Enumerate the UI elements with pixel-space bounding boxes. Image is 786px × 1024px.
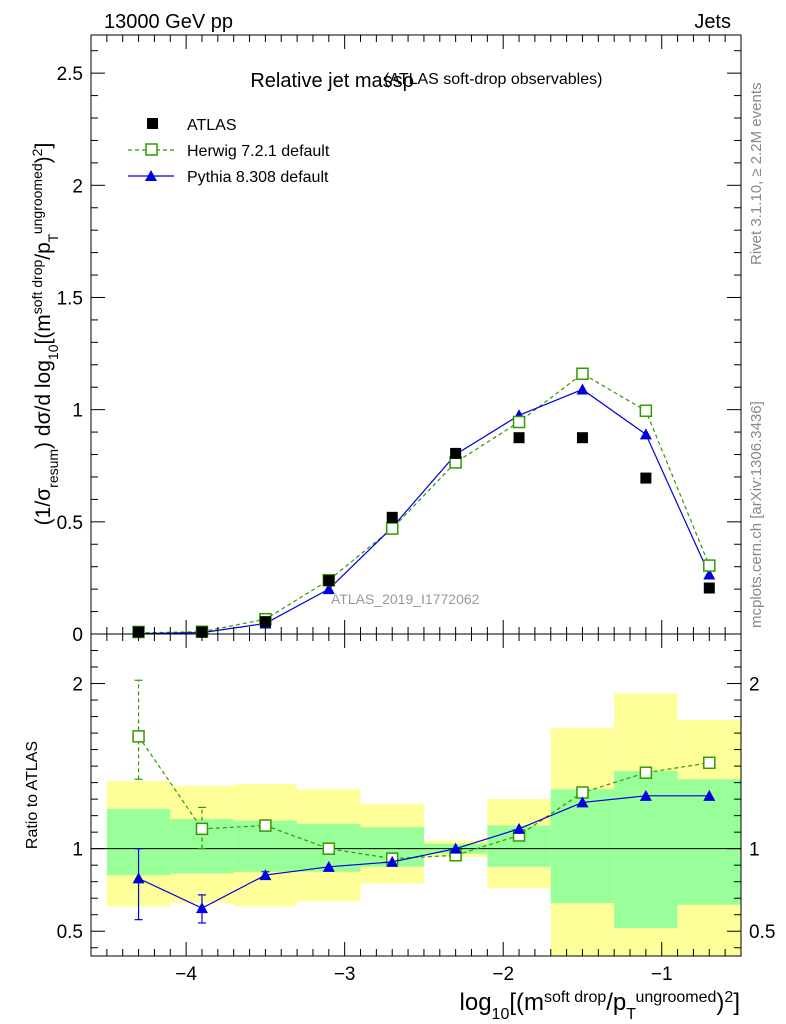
x-tick-label: −2 (492, 964, 514, 985)
main-point-s0-2 (259, 616, 271, 628)
ratio-ytick-label-right: 0.5 (749, 922, 775, 943)
ratio-ytick-label-left: 1 (72, 840, 83, 861)
ratio-point-s1-9 (703, 789, 716, 801)
legend-atlas-marker (147, 118, 158, 129)
main-point-s2-3 (322, 583, 335, 595)
main-point-s0-8 (640, 472, 652, 484)
ratio-point-s1-0 (132, 872, 145, 884)
chart-subtitle: (ATLAS soft-drop observables) (384, 71, 602, 88)
main-point-s0-3 (323, 575, 335, 587)
ratio-band-green (550, 789, 615, 904)
main-point-s0-9 (703, 582, 715, 594)
ratio-point-s0-9 (703, 756, 716, 770)
ratio-point-s1-7 (576, 796, 589, 808)
main-line-1 (138, 373, 710, 634)
main-ytick-label: 0.5 (57, 513, 83, 534)
x-tick-label: −1 (651, 964, 673, 985)
ratio-point-s1-5 (449, 842, 462, 854)
chart-title: Relative jet massρ (250, 70, 414, 92)
mcplots-label: mcplots.cern.ch [arXiv:1306.3436] (748, 401, 765, 628)
ratio-point-s0-0 (132, 730, 145, 743)
header-right: Jets (694, 11, 731, 33)
main-ytick-label: 2 (72, 176, 83, 197)
ratio-ytick-label-left: 0.5 (57, 922, 83, 943)
x-tick-label: −3 (334, 964, 356, 985)
ratio-point-s1-2 (259, 869, 272, 881)
ratio-point-s1-3 (322, 860, 335, 872)
ratio-point-s0-1 (195, 822, 209, 836)
ratio-point-s1-1 (195, 902, 208, 914)
x-tick-label: −4 (175, 964, 197, 985)
main-ytick-label: 0 (72, 625, 83, 646)
ratio-point-s1-8 (639, 789, 652, 801)
main-ytick-label: 1.5 (57, 288, 83, 309)
legend-herwig-label: Herwig 7.2.1 default (187, 143, 330, 160)
legend-atlas-label: ATLAS (187, 117, 237, 134)
main-point-s1-7 (576, 367, 589, 381)
legend-pythia-marker (145, 170, 157, 181)
main-point-s2-8 (639, 428, 652, 440)
legend-pythia-label: Pythia 8.308 default (187, 169, 329, 186)
main-point-s0-4 (386, 511, 398, 523)
ratio-point-s0-3 (322, 842, 336, 855)
main-point-s1-8 (639, 404, 653, 418)
analysis-watermark: ATLAS_2019_I1772062 (331, 591, 480, 607)
ratio-point-s1-4 (386, 855, 399, 867)
ratio-ytick-label-right: 2 (749, 675, 760, 696)
x-axis-label: log10[(msoft drop/pTungroomed)2] (460, 989, 740, 1023)
main-ylabel: (1/σresum) dσ/d log10[(msoft drop/pTungr… (29, 143, 61, 526)
rivet-label: Rivet 3.1.10, ≥ 2.2M events (748, 83, 765, 266)
ratio-ytick-label-left: 2 (72, 675, 83, 696)
main-ytick-label: 1 (72, 401, 83, 422)
ratio-line-0 (138, 736, 710, 860)
legend-herwig-marker (145, 143, 158, 156)
ratio-ylabel: Ratio to ATLAS (24, 741, 41, 849)
ratio-point-s0-8 (639, 766, 653, 779)
ratio-panel: 0.5 0.5 1 1 2 2 −4 −3 −2 −1 Ratio to ATLAS log10… (24, 633, 775, 1023)
main-point-s2-7 (576, 383, 589, 395)
ratio-ytick-label-right: 1 (749, 840, 760, 861)
ratio-frame (90, 633, 742, 957)
ratio-point-s1-6 (513, 822, 526, 834)
main-panel: 0 0.5 1 1.5 2 2.5 Relative jet massρ (ATLAS s… (29, 34, 742, 646)
main-point-s1-9 (703, 559, 716, 572)
header-left: 13000 GeV pp (104, 11, 233, 33)
main-point-s1-4 (385, 522, 399, 535)
main-point-s0-7 (576, 432, 588, 444)
main-ytick-label: 2.5 (57, 64, 83, 85)
main-point-s2-9 (703, 568, 716, 580)
legend: ATLAS Herwig 7.2.1 default Pythia 8.308 … (128, 117, 330, 186)
main-point-s0-5 (450, 447, 462, 459)
ratio-point-s0-2 (259, 819, 272, 832)
ratio-point-s0-7 (576, 786, 589, 799)
main-point-s1-6 (512, 415, 526, 429)
ratio-line-1 (138, 795, 710, 909)
main-point-s0-6 (513, 432, 525, 444)
